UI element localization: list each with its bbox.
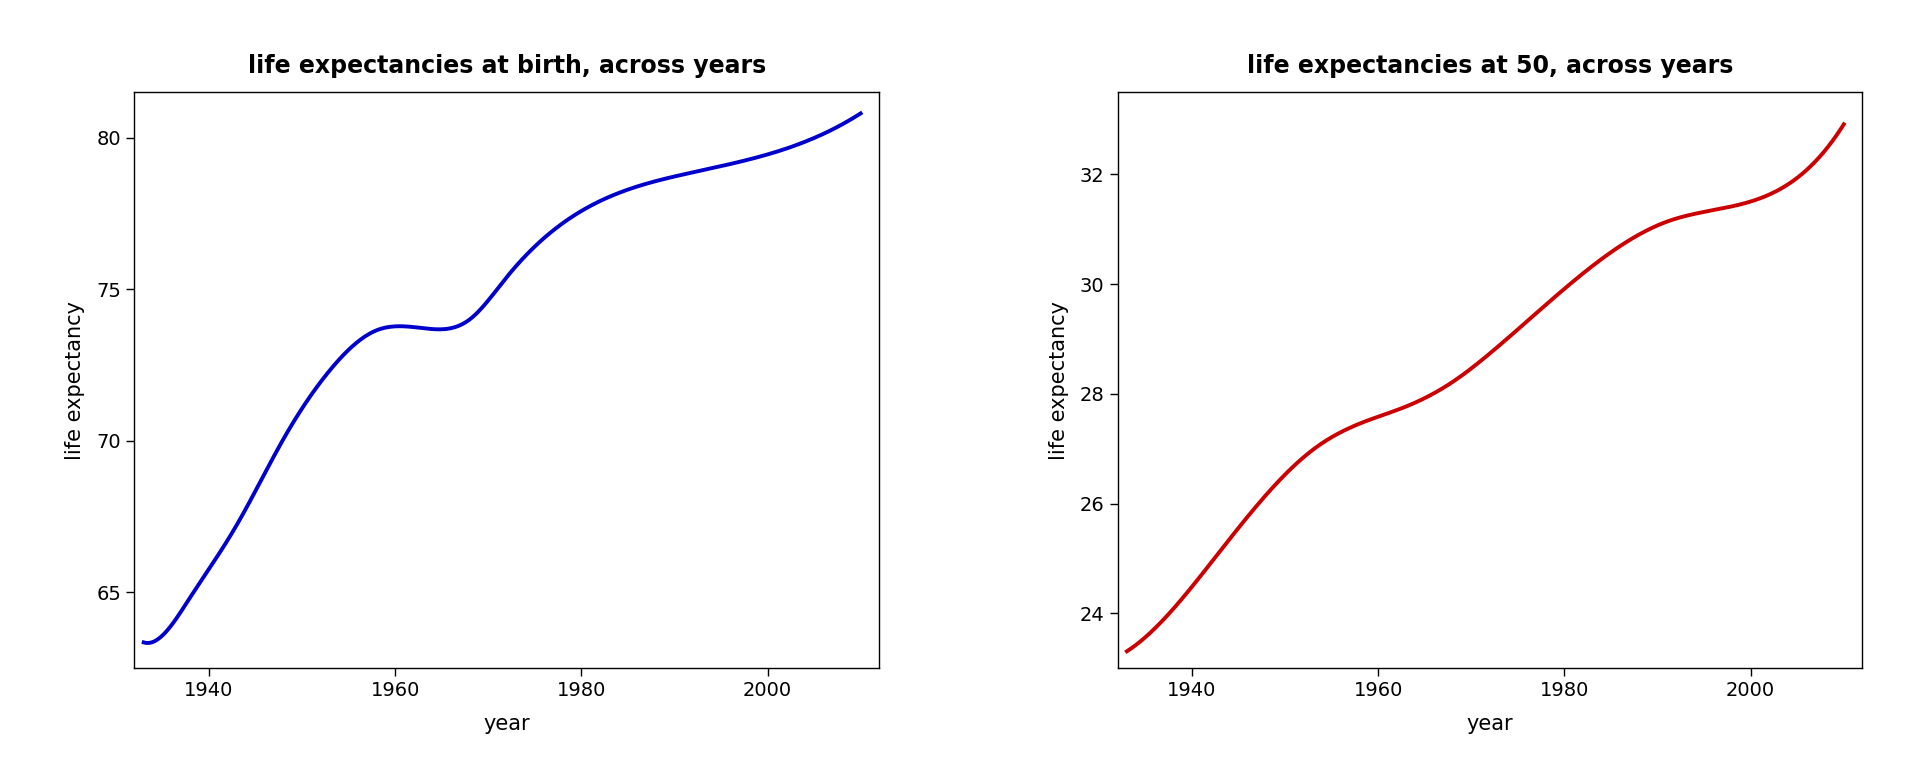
X-axis label: year: year	[484, 714, 530, 734]
Y-axis label: life expectancy: life expectancy	[1048, 300, 1069, 460]
Title: life expectancies at birth, across years: life expectancies at birth, across years	[248, 54, 766, 78]
X-axis label: year: year	[1467, 714, 1513, 734]
Y-axis label: life expectancy: life expectancy	[65, 300, 84, 460]
Title: life expectancies at 50, across years: life expectancies at 50, across years	[1246, 54, 1734, 78]
